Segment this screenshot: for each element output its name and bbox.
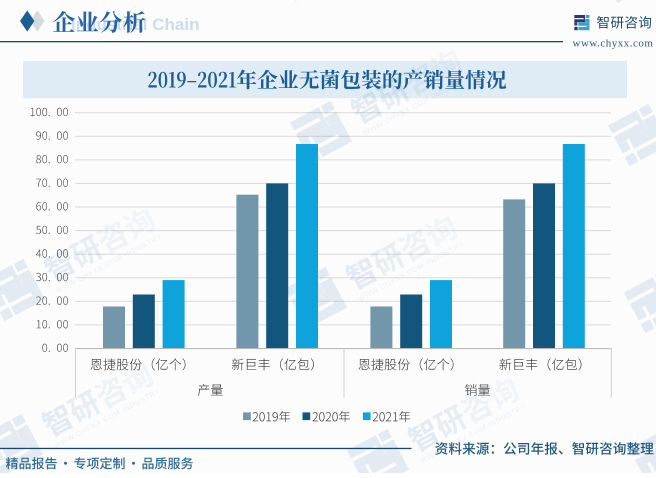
svg-text:www.chyxx.com: www.chyxx.com	[573, 37, 654, 49]
